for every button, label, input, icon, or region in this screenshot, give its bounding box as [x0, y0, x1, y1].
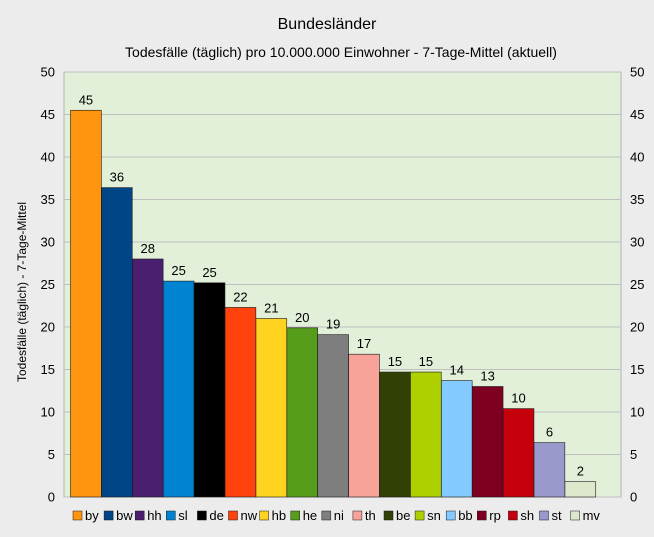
legend-swatch-sh [508, 510, 518, 521]
legend-swatch-de [197, 510, 207, 521]
legend-label-de: de [209, 508, 223, 523]
legend-swatch-st [539, 510, 549, 521]
legend-label-rp: rp [489, 508, 501, 523]
data-label-be: 15 [388, 354, 402, 369]
y-tick-label-left: 0 [48, 490, 55, 505]
bar-nw [224, 307, 257, 498]
y-tick-label-right: 45 [630, 107, 644, 122]
bar-th [348, 353, 380, 498]
legend-swatch-be [383, 510, 394, 521]
bar-sh [502, 408, 535, 498]
bar-by [70, 109, 102, 498]
bar-bb [441, 380, 473, 498]
data-label-de: 25 [202, 265, 216, 280]
legend-swatch-hh [134, 510, 145, 521]
legend-label-bw: bw [116, 508, 133, 523]
legend-label-ni: ni [334, 508, 344, 523]
legend-label-be: be [396, 508, 410, 523]
chart-title: Bundesländer [278, 16, 377, 33]
legend-swatch-ni [321, 510, 332, 521]
y-tick-label-left: 25 [41, 277, 55, 292]
data-label-th: 17 [357, 336, 371, 351]
y-tick-label-left: 5 [48, 447, 55, 462]
y-tick-label-left: 20 [41, 320, 55, 335]
data-label-hb: 21 [264, 301, 278, 316]
y-axis-label: Todesfälle (täglich) - 7-Tage-Mittel [15, 202, 29, 382]
y-tick-label-left: 30 [41, 235, 55, 250]
legend-label-by: by [85, 508, 99, 523]
y-tick-label-right: 30 [630, 235, 644, 250]
bar-de [193, 282, 226, 498]
bars: 45 36 28 25 25 22 21 20 19 17 15 15 14 13 10 6 2 [70, 92, 597, 498]
data-label-bw: 36 [110, 170, 124, 185]
legend-label-sl: sl [178, 508, 188, 523]
bar-sl [162, 280, 195, 498]
data-label-st: 6 [546, 425, 553, 440]
bar-hh [132, 258, 164, 498]
data-label-mv: 2 [577, 464, 584, 479]
bar-ni [317, 334, 349, 498]
data-label-he: 20 [295, 310, 309, 325]
y-tick-label-left: 10 [41, 405, 55, 420]
y-tick-label-left: 15 [41, 362, 55, 377]
bar-rp [471, 386, 504, 498]
y-axis-right: 0 5 10 15 20 25 30 35 40 45 50 [630, 65, 644, 505]
y-tick-label-right: 0 [630, 490, 637, 505]
y-tick-label-right: 10 [630, 405, 644, 420]
legend-swatch-bb [445, 510, 456, 521]
bar-hb [255, 318, 288, 498]
data-label-sl: 25 [171, 263, 185, 278]
legend-label-sn: sn [427, 508, 441, 523]
bar-bw [101, 187, 133, 498]
y-tick-label-right: 40 [630, 150, 644, 165]
legend-swatch-rp [477, 510, 487, 521]
legend-label-th: th [365, 508, 376, 523]
legend-label-hb: hb [272, 508, 286, 523]
bar-mv [564, 481, 597, 498]
y-tick-label-right: 50 [630, 65, 644, 80]
bar-st [533, 442, 566, 498]
y-tick-label-left: 35 [41, 192, 55, 207]
y-tick-label-right: 25 [630, 277, 644, 292]
y-tick-label-right: 35 [630, 192, 644, 207]
data-label-bb: 14 [450, 363, 464, 378]
legend-swatch-nw [228, 510, 238, 521]
legend-swatch-sn [414, 510, 425, 521]
legend: by bw hh sl de nw hb he ni th be sn bb rp sh st mv [72, 508, 601, 523]
y-tick-label-right: 5 [630, 447, 637, 462]
legend-label-mv: mv [583, 508, 601, 523]
bar-be [379, 371, 411, 498]
legend-swatch-mv [570, 510, 580, 521]
legend-swatch-hb [259, 510, 269, 521]
legend-label-he: he [303, 508, 317, 523]
data-label-by: 45 [79, 92, 93, 107]
data-label-rp: 13 [480, 369, 494, 384]
legend-swatch-sl [166, 510, 176, 521]
legend-label-sh: sh [520, 508, 534, 523]
chart-subtitle: Todesfälle (täglich) pro 10.000.000 Einw… [125, 44, 557, 60]
legend-swatch-he [290, 510, 300, 521]
legend-label-st: st [552, 508, 563, 523]
data-label-hh: 28 [141, 241, 155, 256]
bar-sn [410, 371, 442, 498]
y-tick-label-left: 40 [41, 150, 55, 165]
legend-swatch-th [352, 510, 363, 521]
legend-label-hh: hh [147, 508, 161, 523]
data-label-nw: 22 [233, 289, 247, 304]
y-tick-label-right: 20 [630, 320, 644, 335]
y-axis-left: 0 5 10 15 20 25 30 35 40 45 50 [41, 65, 55, 505]
legend-label-nw: nw [241, 508, 258, 523]
data-label-sh: 10 [511, 391, 525, 406]
legend-swatch-bw [103, 510, 114, 521]
y-tick-label-left: 45 [41, 107, 55, 122]
legend-label-bb: bb [458, 508, 472, 523]
data-label-sn: 15 [419, 354, 433, 369]
y-tick-label-right: 15 [630, 362, 644, 377]
bar-he [286, 327, 318, 498]
data-label-ni: 19 [326, 317, 340, 332]
legend-swatch-by [72, 510, 83, 521]
y-tick-label-left: 50 [41, 65, 55, 80]
